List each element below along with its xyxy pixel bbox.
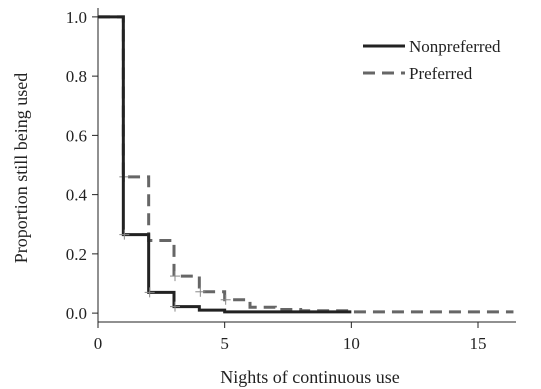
- censor-mark: [119, 229, 130, 240]
- y-axis-title: Proportion still being used: [11, 73, 31, 264]
- censor-mark: [195, 286, 206, 297]
- x-tick-label: 0: [94, 334, 103, 353]
- legend-label: Nonpreferred: [409, 37, 501, 56]
- censor-mark: [220, 294, 231, 305]
- censor-mark: [170, 271, 180, 282]
- legend-item-nonpreferred: Nonpreferred: [363, 37, 501, 56]
- y-tick-label: 0.0: [66, 304, 87, 323]
- axes: [97, 8, 516, 323]
- y-tick-label: 0.6: [66, 126, 87, 145]
- censor-mark: [170, 301, 180, 312]
- x-tick-label: 15: [470, 334, 487, 353]
- legend-item-preferred: Preferred: [363, 64, 473, 83]
- series-layer: [98, 15, 514, 314]
- censor-mark: [144, 287, 155, 298]
- ticks: 0 5 10 15 0.0 0.2 0.4 0.6 0.8 1.0: [66, 8, 487, 353]
- x-tick-label: 10: [343, 334, 360, 353]
- legend-label: Preferred: [409, 64, 473, 83]
- series-line-nonpreferred: [98, 15, 352, 314]
- y-tick-label: 0.2: [66, 245, 87, 264]
- series-line-preferred: [98, 15, 514, 314]
- legend: Nonpreferred Preferred: [363, 37, 501, 83]
- y-tick-label: 1.0: [66, 8, 87, 27]
- y-tick-label: 0.4: [66, 186, 88, 205]
- y-tick-label: 0.8: [66, 67, 87, 86]
- x-tick-label: 5: [220, 334, 229, 353]
- x-axis-title: Nights of continuous use: [220, 367, 400, 387]
